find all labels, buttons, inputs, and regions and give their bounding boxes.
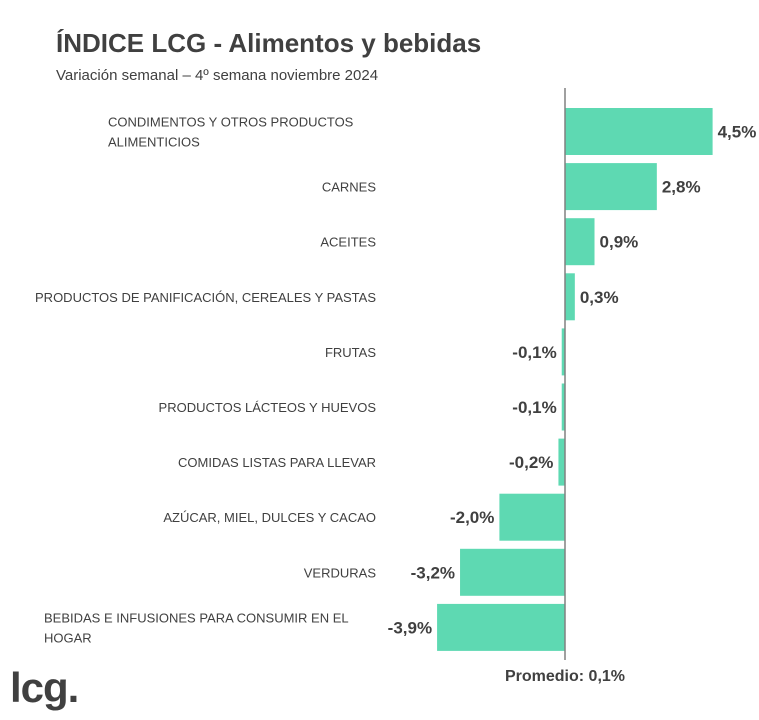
data-label: -2,0% xyxy=(450,508,494,527)
bar xyxy=(561,328,565,376)
category-label: BEBIDAS E INFUSIONES PARA CONSUMIR EN EL… xyxy=(44,610,349,645)
category-label: FRUTAS xyxy=(325,345,376,360)
data-label: -0,1% xyxy=(512,398,556,417)
data-label: -3,2% xyxy=(411,563,455,582)
category-label: ACEITES xyxy=(320,235,376,250)
chart-subtitle: Variación semanal – 4º semana noviembre … xyxy=(56,67,379,84)
data-label: 4,5% xyxy=(718,123,757,142)
data-label: 0,9% xyxy=(600,233,639,252)
lcg-logo: lcg. xyxy=(10,664,79,711)
bar xyxy=(565,218,595,266)
category-label: CONDIMENTOS Y OTROS PRODUCTOS ALIMENTICIO… xyxy=(108,115,354,150)
chart-title: ÍNDICE LCG - Alimentos y bebidas xyxy=(56,28,482,58)
data-label: 0,3% xyxy=(580,288,619,307)
bar xyxy=(499,493,565,541)
category-label: VERDURAS xyxy=(304,565,377,580)
bar xyxy=(565,163,657,211)
bar xyxy=(561,383,565,431)
data-label: -0,2% xyxy=(509,453,553,472)
bar xyxy=(437,603,565,651)
bar xyxy=(460,548,565,596)
bar xyxy=(558,438,565,486)
data-label: -0,1% xyxy=(512,343,556,362)
category-label: COMIDAS LISTAS PARA LLEVAR xyxy=(178,455,376,470)
category-label: AZÚCAR, MIEL, DULCES Y CACAO xyxy=(163,510,376,525)
data-label: 2,8% xyxy=(662,178,701,197)
category-label: CARNES xyxy=(322,180,377,195)
bar xyxy=(565,108,713,155)
data-label: -3,9% xyxy=(388,618,432,637)
average-label: Promedio: 0,1% xyxy=(505,668,625,685)
category-label: PRODUCTOS DE PANIFICACIÓN, CEREALES Y PA… xyxy=(35,290,376,305)
category-label: PRODUCTOS LÁCTEOS Y HUEVOS xyxy=(159,400,377,415)
bar xyxy=(565,273,575,321)
